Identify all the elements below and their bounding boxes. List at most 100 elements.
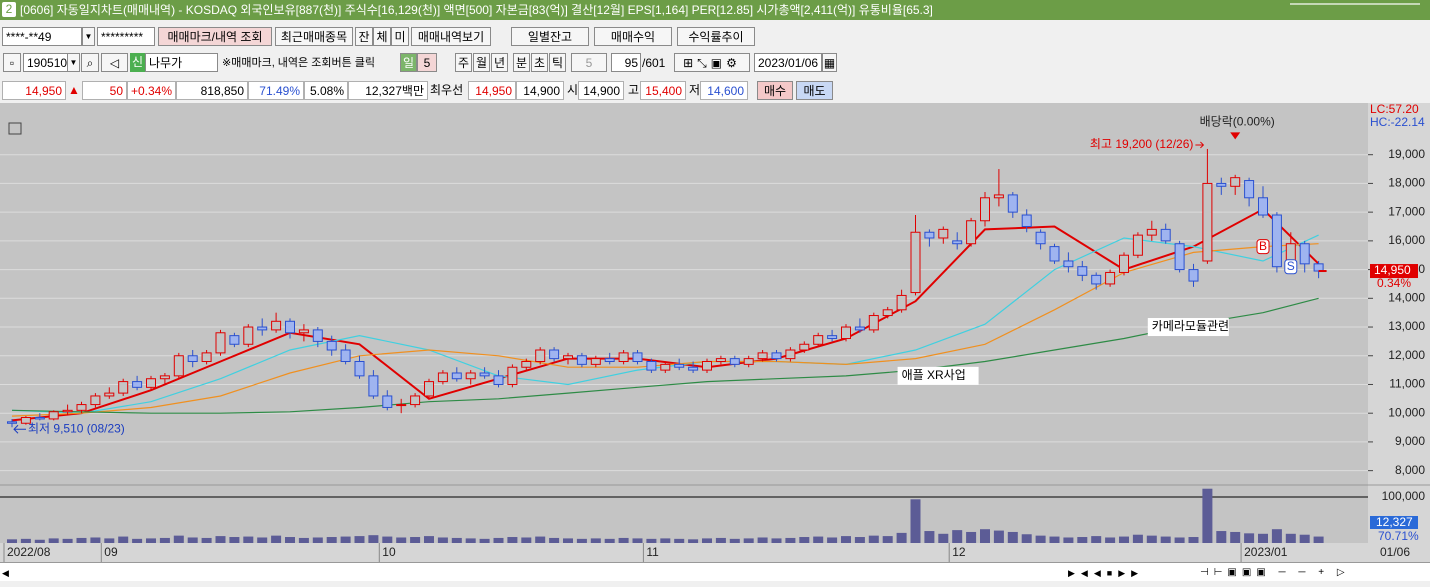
volume-bar (396, 537, 407, 543)
candle-body (660, 363, 671, 371)
period-button[interactable]: 년 (491, 53, 508, 72)
candle-body (76, 404, 87, 411)
sound-button[interactable]: ◁ (101, 53, 128, 72)
volume-bar (910, 499, 921, 543)
candle-body (118, 381, 129, 394)
candle-body (312, 329, 323, 342)
volume-bar (90, 537, 101, 543)
x-tick-label: 12 (952, 545, 966, 559)
dropdown[interactable]: ▼ (82, 27, 95, 46)
volume-bar (1244, 533, 1255, 543)
candle-body (1077, 266, 1088, 276)
change-rate: +0.34% (127, 81, 176, 100)
scroll-left[interactable]: ◀ (2, 568, 9, 578)
candle-body (1119, 254, 1129, 273)
period-input[interactable]: 5 (571, 53, 607, 72)
dropdown[interactable]: ▼ (67, 53, 80, 72)
button[interactable]: 수익률추이 (677, 27, 755, 46)
volume-bar (1174, 537, 1185, 543)
button[interactable]: 미 (391, 27, 409, 46)
tool-icons[interactable]: ⊞⤡▣⚙ (674, 53, 750, 72)
candle-body (896, 294, 907, 311)
candle-body (479, 372, 490, 377)
volume-bar (618, 537, 629, 543)
y-tick-label: 18,000 (1388, 176, 1425, 190)
period-button[interactable]: 주 (455, 53, 472, 72)
period-button[interactable]: 일 (400, 53, 417, 72)
candle-body (938, 228, 949, 239)
volume-bar (215, 536, 226, 543)
candle-body (563, 355, 573, 360)
sell-button[interactable]: 매도 (796, 81, 833, 100)
volume-bar (229, 537, 240, 543)
chart: LC:57.20 HC:-22.14 8,000 9,000 10,000 11,00… (0, 103, 1430, 562)
candle-body (632, 352, 643, 362)
button[interactable]: 체 (373, 27, 391, 46)
volume-bar (715, 537, 726, 543)
date-input[interactable]: 2023/01/06 (754, 53, 822, 72)
candle-body (1035, 231, 1046, 245)
volume: 818,850 (176, 81, 248, 100)
candle-body (993, 194, 1004, 199)
annotation-box (1147, 318, 1229, 337)
arrow (1195, 141, 1205, 149)
button[interactable]: 최근매매종목 (275, 27, 353, 46)
button[interactable]: 일별잔고 (511, 27, 589, 46)
volume-bar (924, 531, 935, 543)
candle-body (868, 315, 879, 331)
volume-bar (34, 539, 45, 543)
candle-body (229, 335, 240, 345)
candle-body (1146, 228, 1157, 236)
period-input[interactable]: 5 (417, 53, 437, 72)
candle-body (827, 335, 838, 340)
volume-bar (660, 538, 671, 543)
candle-body (326, 340, 337, 351)
button[interactable]: 매매수익 (594, 27, 672, 46)
scrollbar[interactable]: ◀ ▶◀◀■▶▶ ⊣⊢▣▣▣ ─ ─ + ▷ (0, 562, 1430, 581)
candle-body (173, 355, 184, 377)
volume-bar (1035, 535, 1046, 543)
zoom-controls[interactable]: ⊣⊢▣▣▣ ─ ─ + ▷ (1200, 567, 1350, 578)
volume-bar (104, 538, 115, 543)
chart-menu-icon[interactable] (8, 122, 22, 135)
volume-bar (187, 537, 198, 543)
amount: 12,327백만 (348, 81, 428, 100)
period-button[interactable]: 초 (531, 53, 548, 72)
candle-body (1160, 228, 1171, 242)
count-input[interactable]: 95 (611, 53, 641, 72)
button[interactable]: 매매마크/내역 조회 (158, 27, 272, 46)
period-button[interactable]: 분 (513, 53, 530, 72)
window-controls[interactable] (1290, 3, 1420, 17)
button[interactable]: 잔 (355, 27, 373, 46)
code-input[interactable]: 190510 (23, 53, 68, 72)
volume-bar (465, 538, 476, 543)
volume-bar (340, 536, 351, 543)
volume-bar (702, 538, 712, 543)
button[interactable]: 매매내역보기 (411, 27, 491, 46)
hc-label: HC:-22.14 (1370, 115, 1425, 129)
volume-bar (173, 535, 184, 543)
volume-bar (590, 538, 601, 543)
volume-bar (1105, 537, 1116, 543)
period-button[interactable]: 월 (473, 53, 490, 72)
candle-body (104, 392, 115, 397)
calendar-button[interactable]: ▦ (822, 53, 837, 72)
icon-button[interactable]: ▫ (3, 53, 21, 72)
label: 최우선 (430, 83, 464, 97)
volume-bar (354, 536, 365, 543)
candle-body (1244, 180, 1255, 199)
volume-bar (1021, 534, 1032, 543)
playback-controls[interactable]: ▶◀◀■▶▶ (1068, 568, 1145, 578)
y-tick-label: 17,000 (1388, 204, 1425, 218)
account-input[interactable]: ****-**49 (2, 27, 82, 46)
volume-bar (563, 538, 573, 543)
password-input[interactable]: ********* (97, 27, 155, 46)
search-button[interactable]: ⌕ (81, 53, 99, 72)
candle-body (424, 381, 434, 397)
period-button[interactable]: 틱 (549, 53, 566, 72)
label: 시 (567, 83, 579, 97)
volume-bar (1132, 534, 1143, 543)
candle-body (493, 375, 504, 385)
buy-button[interactable]: 매수 (757, 81, 793, 100)
volume-bar (980, 529, 990, 543)
